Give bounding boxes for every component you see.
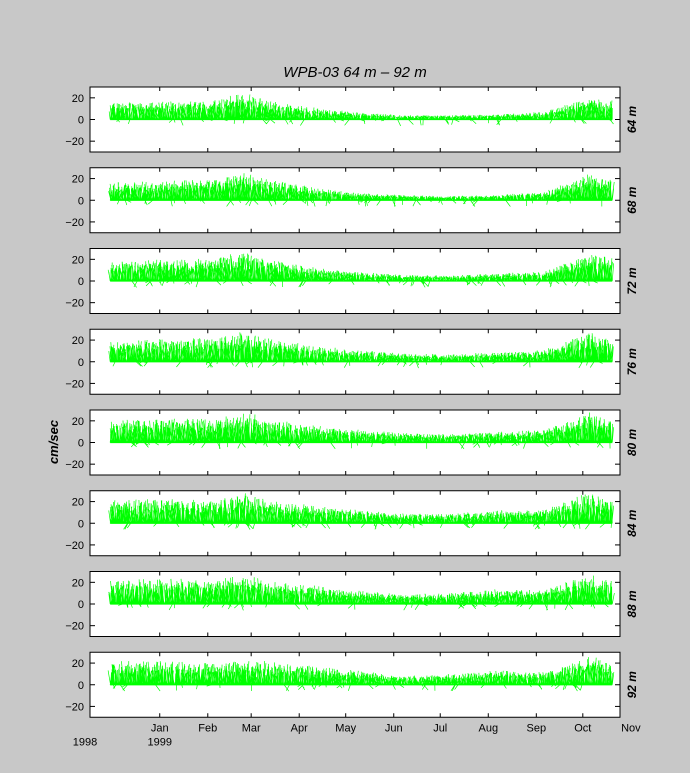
x-tick-label: Oct	[574, 722, 591, 734]
y-tick-label: 20	[72, 254, 84, 266]
y-tick-label: 20	[72, 658, 84, 670]
y-tick-label: 0	[78, 518, 84, 530]
y-tick-label: −20	[65, 701, 84, 713]
y-tick-label: 20	[72, 577, 84, 589]
x-axis: Jan Feb Mar Apr May Jun Jul Aug Sep Oct Nov 1998 199…	[73, 722, 641, 748]
depth-label: 72 m	[625, 267, 639, 295]
panel-72-m: 20 0 −20 72 m	[65, 248, 639, 314]
x-tick-label: Jul	[433, 722, 447, 734]
panel-68-m: 20 0 −20 68 m	[65, 167, 639, 234]
y-tick-label: 0	[78, 438, 84, 450]
y-tick-label: −20	[65, 621, 84, 633]
y-tick-label: −20	[65, 217, 84, 229]
y-tick-label: 20	[72, 416, 84, 428]
current-sticks	[108, 493, 614, 530]
y-tick-label: 20	[72, 93, 84, 105]
current-sticks	[107, 253, 615, 288]
y-tick-label: −20	[65, 378, 84, 390]
depth-label: 92 m	[625, 671, 639, 699]
y-tick-label: 0	[78, 680, 84, 692]
y-tick-label: −20	[65, 298, 84, 310]
depth-label: 68 m	[625, 186, 639, 214]
x-tick-label: Sep	[527, 722, 547, 734]
depth-label: 76 m	[625, 348, 639, 376]
panel-76-m: 20 0 −20 76 m	[65, 328, 639, 395]
depth-label: 64 m	[625, 105, 639, 133]
depth-label: 88 m	[625, 590, 639, 618]
y-tick-label: 0	[78, 115, 84, 127]
y-tick-label: 0	[78, 276, 84, 288]
current-sticks	[108, 575, 615, 611]
y-tick-label: 20	[72, 497, 84, 509]
x-tick-label: Jun	[385, 722, 403, 734]
panel-80-m: 20 0 −20 80 m	[65, 409, 639, 476]
panel-64-m: 20 0 −20 64 m	[65, 86, 639, 153]
x-tick-label: May	[335, 722, 356, 734]
y-tick-label: 0	[78, 357, 84, 369]
panels-group: 20 0 −20 64 m 20 0 −20 68 m 20 0 −20 72 m 20 0 −20 76 m…	[65, 86, 639, 718]
y-tick-label: −20	[65, 459, 84, 471]
y-axis-label: cm/sec	[46, 419, 61, 464]
year-label: 1999	[147, 736, 171, 748]
y-tick-label: −20	[65, 540, 84, 552]
y-tick-label: 20	[72, 174, 84, 186]
current-sticks	[107, 657, 615, 692]
y-tick-label: 0	[78, 195, 84, 207]
y-tick-label: 20	[72, 335, 84, 347]
chart-title: WPB-03 64 m – 92 m	[283, 64, 426, 81]
y-tick-label: 0	[78, 599, 84, 611]
x-tick-label: Nov	[621, 722, 641, 734]
x-tick-label: Apr	[291, 722, 308, 734]
panel-92-m: 20 0 −20 92 m	[65, 651, 639, 718]
x-tick-label: Aug	[478, 722, 498, 734]
current-sticks	[108, 332, 614, 369]
x-tick-label: Feb	[198, 722, 217, 734]
current-sticks	[108, 173, 615, 207]
depth-label: 84 m	[625, 509, 639, 537]
current-sticks	[109, 412, 614, 450]
panel-84-m: 20 0 −20 84 m	[65, 490, 639, 557]
x-tick-label: Jan	[151, 722, 169, 734]
x-tick-label: Mar	[242, 722, 261, 734]
panel-88-m: 20 0 −20 88 m	[65, 571, 639, 637]
depth-label: 80 m	[625, 428, 639, 456]
year-label: 1998	[73, 736, 97, 748]
current-sticks	[108, 94, 614, 127]
y-tick-label: −20	[65, 136, 84, 148]
